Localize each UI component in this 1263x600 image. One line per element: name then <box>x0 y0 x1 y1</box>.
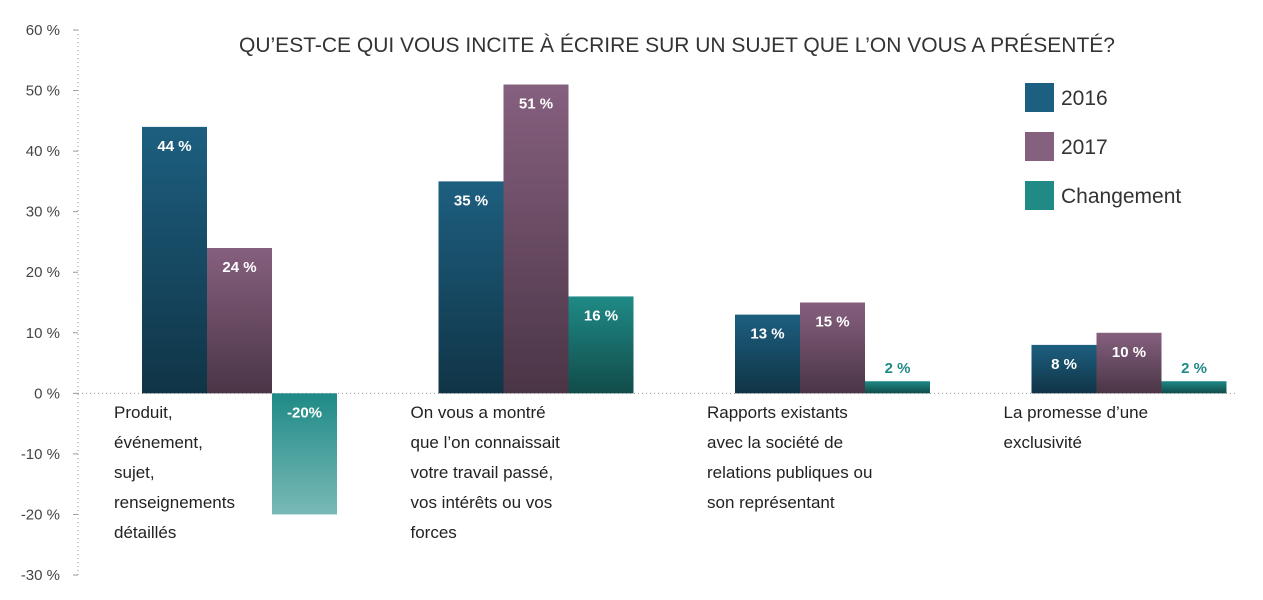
data-label: 51 % <box>519 96 553 113</box>
data-label: 24 % <box>222 259 256 276</box>
data-label: -20% <box>287 404 322 421</box>
category-label: votre travail passé, <box>411 463 554 482</box>
legend-label: 2016 <box>1061 87 1108 110</box>
category-label: forces <box>411 523 457 542</box>
bar-2017 <box>1096 332 1162 394</box>
bar-2017 <box>503 84 569 394</box>
category-label: exclusivité <box>1004 433 1082 452</box>
data-label: 16 % <box>584 307 618 324</box>
bar-changement <box>1161 381 1227 394</box>
y-tick-label: -30 % <box>21 567 60 584</box>
bar-2017 <box>800 302 865 394</box>
bar-2016 <box>1031 344 1097 394</box>
category-label: son représentant <box>707 493 835 512</box>
y-tick-label: 30 % <box>26 204 60 221</box>
bar-changement <box>568 296 634 394</box>
bar-2016 <box>438 181 504 394</box>
legend-swatch-changement <box>1025 181 1054 210</box>
y-tick-label: -20 % <box>21 506 60 523</box>
category-label: événement, <box>114 433 203 452</box>
y-axis: 60 % 50 % 40 % 30 % 20 % 10 % 0 % -10 % -20 % -30… <box>21 22 1235 584</box>
y-tick-label: 0 % <box>34 385 60 402</box>
data-label: 10 % <box>1112 344 1146 361</box>
data-label: 8 % <box>1051 356 1077 373</box>
y-tick-label: 40 % <box>26 143 60 160</box>
data-label: 15 % <box>815 314 849 331</box>
category-labels: Produit, événement, sujet, renseignements dé… <box>114 403 1148 542</box>
legend-label: Changement <box>1061 185 1181 208</box>
legend-label: 2017 <box>1061 136 1108 159</box>
bar-2017 <box>207 248 272 394</box>
data-label: 13 % <box>750 326 784 343</box>
bar-changement <box>865 381 930 394</box>
bars: 44 % 24 % -20% 35 % 51 % 16 % 13 % 15 % 2 % 8 % 10… <box>142 84 1227 515</box>
bar-2016 <box>142 126 207 394</box>
y-tick-label: 50 % <box>26 83 60 100</box>
y-tick-label: 20 % <box>26 264 60 281</box>
y-tick-label: -10 % <box>21 446 60 463</box>
category-label: sujet, <box>114 463 155 482</box>
chart-title: QU’EST-CE QUI VOUS INCITE À ÉCRIRE SUR U… <box>239 34 1115 57</box>
category-label: que l’on connaissait <box>411 433 561 452</box>
y-tick-label: 60 % <box>26 22 60 39</box>
category-label: détaillés <box>114 523 176 542</box>
category-label: Produit, <box>114 403 173 422</box>
legend-swatch-2017 <box>1025 132 1054 161</box>
bar-changement <box>272 393 337 515</box>
legend-swatch-2016 <box>1025 83 1054 112</box>
category-label: On vous a montré <box>411 403 546 422</box>
y-tick-label: 10 % <box>26 325 60 342</box>
data-label: 2 % <box>885 360 911 377</box>
category-label: La promesse d’une <box>1004 403 1149 422</box>
bar-2016 <box>735 314 800 394</box>
legend: 2016 2017 Changement <box>1025 83 1181 210</box>
category-label: relations publiques ou <box>707 463 872 482</box>
data-label: 2 % <box>1181 360 1207 377</box>
category-label: avec la société de <box>707 433 843 452</box>
data-label: 44 % <box>157 138 191 155</box>
category-label: vos intérêts ou vos <box>411 493 553 512</box>
data-label: 35 % <box>454 192 488 209</box>
category-label: renseignements <box>114 493 235 512</box>
category-label: Rapports existants <box>707 403 848 422</box>
